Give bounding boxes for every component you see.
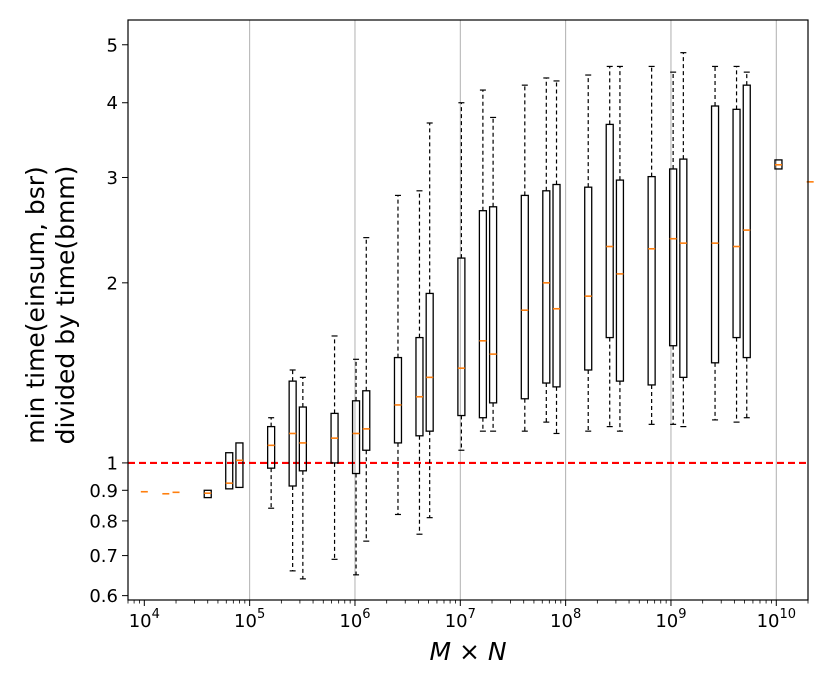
x-tick-label: 106 [339,607,370,632]
y-tick-label: 0.7 [89,546,118,567]
box [362,237,371,542]
box [266,417,276,509]
box-iqr [393,356,403,444]
box [605,65,614,428]
y-tick-label: 0.9 [89,481,118,502]
box [774,159,783,170]
box-iqr [298,406,308,472]
box [235,442,244,489]
box-iqr [488,206,498,404]
box [425,122,434,519]
y-axis-label-line2: divided by time(bmm) [51,166,80,445]
y-tick-label: 2 [107,273,118,294]
box-iqr [605,123,614,339]
box-iqr [225,452,234,490]
box-iqr [615,179,625,382]
box-series [140,52,814,580]
x-tick-label: 105 [234,607,265,632]
box-iqr [457,257,466,417]
box-iqr [742,84,751,359]
box-iqr [679,158,688,379]
y-axis-label-line1: min time(einsum, bsr) [21,166,50,444]
box-iqr [668,168,678,347]
box [710,65,720,421]
box [415,190,424,535]
x-tick-label: 1010 [757,607,796,632]
box-iqr [520,194,529,400]
box-iqr [415,336,424,437]
box [330,335,339,560]
box [488,116,498,432]
y-tick-label: 3 [107,168,118,189]
y-tick-label: 5 [107,35,118,56]
box [647,65,656,425]
box [351,358,361,576]
box [742,71,751,419]
y-axis-ticks: 0.6 0.7 0.8 0.9 1 2 3 4 5 [89,35,128,607]
box [298,376,308,580]
box-iqr [710,105,720,364]
box [668,71,678,425]
x-tick-label: 104 [129,607,160,632]
box [679,52,688,428]
box-iqr [362,390,371,451]
x-tick-label: 109 [655,607,686,632]
box [225,452,234,490]
y-tick-label: 1 [107,453,118,474]
box [478,89,488,432]
box-iqr [478,210,488,419]
box [542,77,551,423]
y-tick-label: 0.8 [89,511,118,532]
box-iqr [351,400,361,475]
box-iqr [425,292,434,432]
x-tick-label: 107 [445,607,476,632]
box-iqr [584,186,593,371]
plot-frame [127,19,809,601]
box [288,369,297,572]
x-axis-label: M × N [429,637,506,666]
y-tick-label: 4 [107,93,118,114]
x-axis-ticks: 104 105 106 107 108 109 1010 [127,600,809,632]
box [393,194,403,516]
box [457,102,466,451]
x-gridlines [249,20,777,600]
box-iqr [732,108,741,339]
box [203,489,212,499]
box-iqr [266,425,276,469]
box [520,84,529,432]
y-tick-label: 0.6 [89,586,118,607]
box [584,74,593,432]
box [552,80,561,435]
box-iqr [542,190,551,384]
x-tick-label: 108 [550,607,581,632]
box [732,65,741,423]
box [615,65,625,432]
box-iqr [647,175,656,386]
box-iqr [552,183,561,388]
box-iqr [235,442,244,489]
